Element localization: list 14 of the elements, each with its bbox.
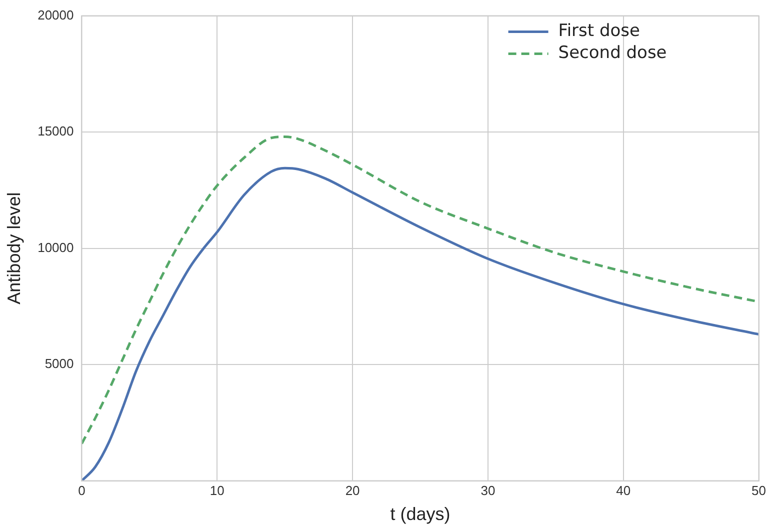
x-tick-label: 10 [210, 483, 224, 498]
x-tick-label: 20 [345, 483, 360, 498]
x-tick-label: 30 [480, 483, 496, 498]
x-axis-title: t (days) [390, 504, 450, 524]
y-axis-title: Antibody level [4, 192, 24, 304]
y-tick-label: 10000 [38, 240, 74, 255]
y-tick-label: 5000 [44, 356, 74, 372]
x-tick-label: 50 [752, 483, 766, 498]
y-tick-label: 20000 [38, 7, 74, 22]
legend-label: Second dose [558, 43, 667, 64]
x-tick-label: 0 [78, 483, 86, 498]
legend-label: First dose [558, 21, 640, 42]
y-tick-label: 15000 [38, 124, 74, 139]
x-tick-label: 40 [616, 483, 631, 498]
